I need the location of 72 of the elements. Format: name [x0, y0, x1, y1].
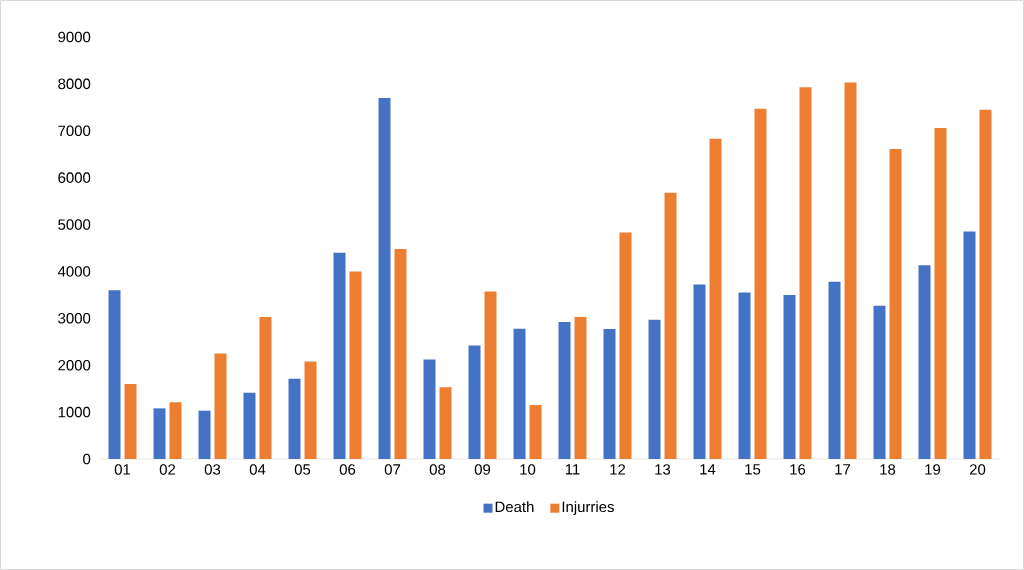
x-tick-label: 12: [610, 464, 626, 475]
legend-label: Injurries: [562, 501, 614, 516]
y-tick-label: 5000: [58, 219, 91, 230]
x-tick-label: 09: [474, 464, 491, 475]
bar: [349, 271, 362, 459]
x-tick-label: 16: [790, 464, 806, 475]
x-tick-label: 05: [294, 464, 311, 475]
bar: [214, 353, 227, 459]
bar: [198, 410, 211, 459]
y-tick-label: 3000: [58, 313, 91, 324]
bar: [333, 252, 346, 459]
bar: [709, 138, 722, 459]
bar: [394, 248, 407, 459]
bar: [423, 359, 436, 459]
bar: [259, 316, 272, 459]
y-tick-label: 4000: [57, 266, 91, 277]
bar: [558, 322, 571, 459]
bar: [828, 281, 841, 459]
bar: [243, 392, 256, 459]
bar: [153, 408, 166, 459]
y-tick-label: 0: [83, 453, 91, 465]
bar: [873, 305, 886, 459]
bar: [529, 405, 542, 459]
x-tick-label: 03: [204, 464, 221, 475]
bar: [288, 378, 301, 459]
bar: [468, 345, 481, 459]
x-tick-label: 08: [429, 464, 446, 475]
bar: [783, 294, 796, 459]
y-tick-label: 8000: [58, 78, 91, 90]
bar: [754, 108, 767, 459]
bar: [378, 97, 391, 459]
x-tick-label: 14: [700, 464, 716, 475]
bar: [124, 383, 137, 459]
x-tick-label: 15: [745, 464, 761, 475]
x-tick-label: 13: [655, 464, 671, 475]
y-tick-label: 6000: [58, 172, 91, 183]
bar: [108, 290, 121, 459]
y-tick-label: 7000: [58, 125, 91, 137]
bar: [934, 127, 947, 459]
y-tick-label: 9000: [58, 31, 91, 43]
bar: [619, 232, 632, 459]
x-tick-label: 18: [880, 464, 896, 475]
bar: [918, 265, 931, 459]
bar: [304, 361, 317, 459]
bar: [439, 387, 452, 459]
bar: [844, 82, 857, 459]
x-tick-label: 10: [520, 464, 536, 475]
y-tick-label: 1000: [58, 406, 91, 418]
bar: [693, 284, 706, 459]
bar: [484, 291, 497, 459]
legend-label: Death: [495, 501, 534, 513]
bar: [603, 329, 616, 459]
x-tick-label: 19: [925, 464, 941, 475]
x-tick-label: 02: [159, 464, 176, 475]
bar: [889, 149, 902, 459]
bar: [169, 402, 182, 459]
bar: [648, 319, 661, 459]
bar: [513, 328, 526, 459]
x-tick-label: 07: [384, 464, 401, 475]
bar: [574, 316, 587, 459]
bar: [738, 292, 751, 459]
bar: [664, 192, 677, 459]
bar: [799, 87, 812, 459]
x-tick-label: 20: [969, 464, 986, 475]
x-tick-label: 01: [114, 464, 131, 475]
y-tick-label: 2000: [58, 359, 91, 371]
x-tick-label: 17: [835, 464, 851, 475]
x-tick-label: 04: [249, 464, 266, 475]
x-tick-label: 06: [339, 464, 356, 475]
x-tick-label: 11: [565, 464, 580, 475]
bar: [963, 231, 976, 459]
bar: [979, 109, 992, 459]
